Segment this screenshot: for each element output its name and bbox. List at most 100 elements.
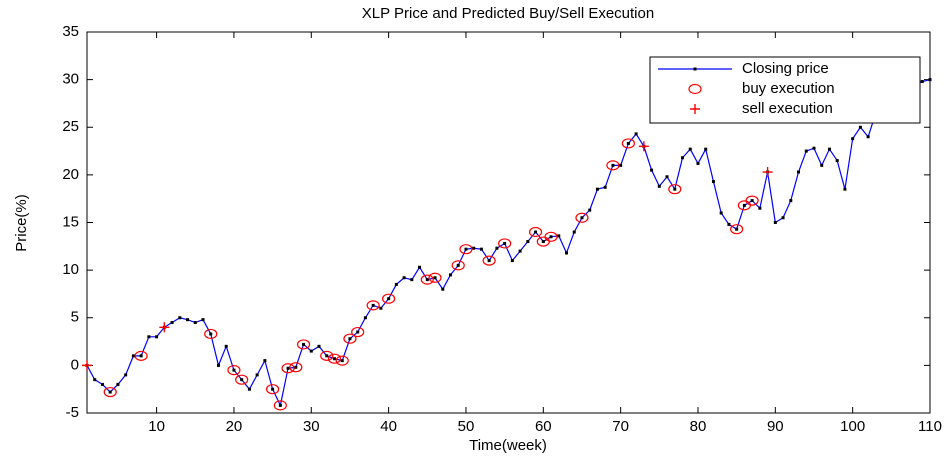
point — [379, 306, 383, 310]
buy-marker — [281, 363, 295, 374]
point — [866, 135, 870, 139]
point — [255, 373, 259, 377]
point — [363, 316, 367, 320]
buy-marker — [343, 333, 357, 344]
point — [526, 240, 530, 244]
y-tick-label: 5 — [71, 309, 79, 326]
buy-marker — [351, 326, 365, 338]
point — [510, 259, 514, 263]
x-tick-label: 80 — [690, 418, 707, 435]
point — [518, 249, 522, 253]
y-tick-label: 10 — [62, 261, 79, 278]
point — [441, 287, 445, 291]
point — [216, 363, 220, 367]
point — [209, 332, 213, 336]
point — [286, 366, 290, 370]
sell-marker — [762, 167, 773, 178]
y-tick-label: 25 — [62, 118, 79, 135]
legend-label: sell execution — [742, 100, 833, 117]
point — [387, 297, 391, 301]
buy-marker — [266, 384, 280, 395]
point — [719, 211, 723, 215]
point — [797, 170, 801, 174]
point — [495, 246, 499, 250]
buy-marker — [335, 355, 349, 366]
point — [773, 221, 777, 224]
legend-label: buy execution — [742, 80, 835, 97]
point — [93, 378, 97, 382]
point — [781, 216, 785, 220]
point — [704, 147, 708, 151]
point — [332, 357, 336, 361]
point — [487, 259, 491, 263]
x-tick-label: 10 — [148, 418, 165, 435]
point — [479, 247, 483, 251]
point — [155, 335, 159, 339]
sell-marker — [82, 360, 92, 371]
point — [456, 263, 460, 267]
point — [224, 344, 228, 348]
point — [735, 227, 739, 231]
buy-marker — [428, 272, 442, 283]
point — [812, 146, 816, 150]
point — [325, 354, 329, 358]
point — [565, 251, 569, 255]
point — [309, 349, 313, 353]
buy-marker — [606, 160, 620, 171]
point — [928, 78, 932, 82]
point — [139, 354, 143, 358]
point — [534, 230, 538, 234]
point — [186, 318, 190, 322]
legend-marker — [690, 104, 700, 114]
point — [124, 373, 128, 377]
point — [503, 241, 507, 245]
point — [147, 335, 151, 339]
buy-marker — [382, 293, 396, 304]
point — [425, 278, 429, 282]
buy-marker — [273, 400, 287, 411]
point — [131, 354, 135, 358]
point — [619, 163, 623, 167]
x-axis-label: Time(week) — [469, 437, 547, 454]
point — [742, 203, 746, 207]
buy-marker — [320, 350, 334, 361]
point — [100, 382, 104, 386]
point — [673, 187, 677, 191]
buy-marker — [235, 374, 249, 385]
y-tick-label: 20 — [62, 166, 79, 183]
point — [294, 365, 298, 369]
point — [178, 316, 182, 320]
buy-marker — [289, 362, 303, 373]
point — [711, 180, 715, 184]
point — [820, 163, 824, 167]
point — [302, 342, 306, 346]
x-tick-label: 90 — [767, 418, 784, 435]
point — [603, 185, 607, 189]
point — [371, 303, 375, 307]
buy-marker — [296, 339, 311, 350]
point — [750, 199, 754, 203]
point — [340, 359, 344, 363]
price-line — [86, 79, 931, 408]
point — [634, 132, 638, 136]
point — [170, 321, 174, 325]
point — [278, 403, 282, 407]
buy-marker — [459, 244, 473, 255]
point — [650, 168, 654, 172]
point — [317, 344, 321, 348]
sell-marker — [638, 141, 649, 152]
buy-marker — [498, 238, 512, 249]
chart-title: XLP Price and Predicted Buy/Sell Executi… — [362, 5, 654, 22]
x-tick-label: 20 — [226, 418, 243, 435]
point — [402, 276, 406, 280]
point — [116, 382, 120, 386]
y-tick-label: 30 — [62, 71, 79, 88]
point — [271, 387, 275, 391]
point — [611, 163, 615, 167]
buy-marker — [451, 260, 465, 271]
point — [827, 147, 831, 151]
legend-label: Closing price — [742, 60, 829, 77]
point — [696, 161, 700, 165]
legend-point — [693, 67, 697, 71]
